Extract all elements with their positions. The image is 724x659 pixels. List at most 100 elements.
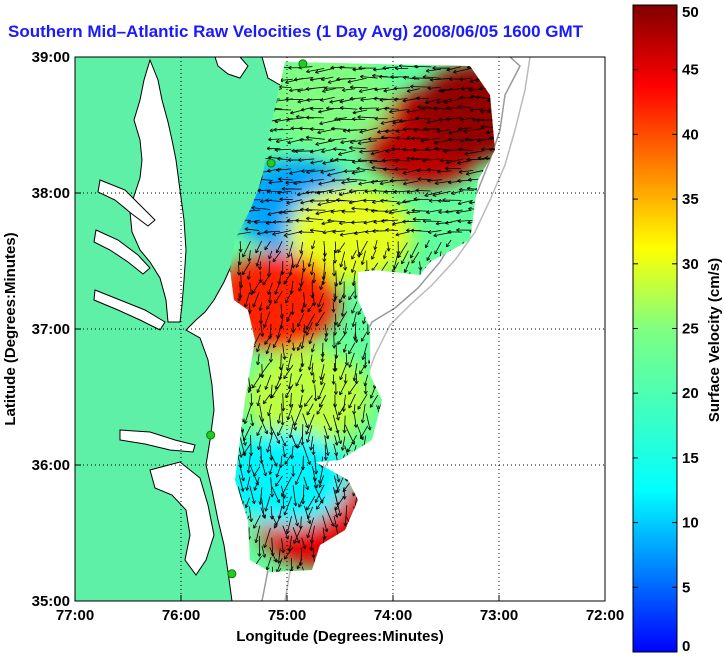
velocity-arrow xyxy=(357,115,376,120)
velocity-arrow xyxy=(436,128,451,134)
velocity-arrow xyxy=(286,117,304,122)
velocity-arrow xyxy=(277,425,283,436)
velocity-arrow xyxy=(283,272,292,285)
velocity-arrow xyxy=(264,374,272,390)
velocity-arrow xyxy=(300,334,305,349)
delaware-bay xyxy=(214,57,249,79)
velocity-arrow xyxy=(353,230,367,236)
velocity-arrow xyxy=(247,384,252,393)
velocity-arrow xyxy=(305,86,326,91)
velocity-arrow xyxy=(285,97,304,102)
velocity-arrow xyxy=(301,537,307,550)
velocity-arrow xyxy=(333,516,339,529)
velocity-arrow xyxy=(249,485,256,505)
velocity-arrow xyxy=(422,158,440,163)
velocity-arrow xyxy=(332,147,347,152)
velocity-arrow xyxy=(466,157,485,162)
velocity-arrow xyxy=(480,124,494,129)
velocity-arrow xyxy=(260,507,266,519)
velocity-arrow xyxy=(457,199,473,206)
velocity-arrow xyxy=(318,180,335,186)
velocity-arrow xyxy=(394,158,410,163)
velocity-arrow xyxy=(395,231,410,237)
colorbar-tick-label: 20 xyxy=(682,385,699,402)
velocity-arrow xyxy=(302,323,307,334)
velocity-arrow xyxy=(406,210,421,215)
velocity-arrow xyxy=(285,180,302,185)
velocity-arrow xyxy=(238,241,243,253)
velocity-arrow xyxy=(309,178,324,183)
velocity-arrow xyxy=(415,116,431,121)
field-region-northeast-corner xyxy=(415,63,495,160)
velocity-arrow xyxy=(295,252,304,268)
velocity-arrow xyxy=(298,495,305,508)
velocity-arrow xyxy=(349,189,368,194)
velocity-arrow xyxy=(426,209,442,215)
velocity-arrow xyxy=(282,209,303,215)
pamlico-sound xyxy=(149,461,215,576)
x-tick-label: 74:00 xyxy=(374,607,412,624)
velocity-arrow xyxy=(305,135,325,140)
hf-radar-station-4 xyxy=(227,569,237,579)
velocity-arrow xyxy=(350,260,357,273)
velocity-arrow xyxy=(281,186,302,191)
velocity-arrow xyxy=(278,177,293,182)
velocity-arrow xyxy=(332,334,337,349)
velocity-arrow xyxy=(445,158,463,165)
velocity-arrow xyxy=(344,353,349,366)
velocity-arrow xyxy=(401,250,409,265)
velocity-arrow xyxy=(445,219,461,225)
river-1 xyxy=(97,179,156,227)
velocity-arrow xyxy=(334,117,347,122)
velocity-arrow xyxy=(425,147,440,152)
velocity-arrow xyxy=(442,148,462,154)
velocity-arrow xyxy=(330,65,345,70)
velocity-arrow xyxy=(317,293,324,308)
velocity-arrow xyxy=(324,86,345,91)
velocity-arrow xyxy=(358,87,377,93)
colorbar-tick-label: 35 xyxy=(682,191,699,208)
velocity-arrow xyxy=(360,74,378,79)
velocity-arrow xyxy=(333,383,338,395)
velocity-arrow xyxy=(358,106,378,111)
velocity-arrow xyxy=(374,116,388,121)
velocity-arrow xyxy=(358,66,376,71)
velocity-arrow xyxy=(388,209,409,215)
velocity-arrow xyxy=(303,505,312,524)
velocity-arrow xyxy=(424,240,430,249)
velocity-arrow xyxy=(333,403,340,421)
velocity-arrow xyxy=(238,475,245,492)
velocity-arrow xyxy=(287,241,294,258)
x-tick-label: 73:00 xyxy=(480,607,518,624)
velocity-arrow xyxy=(291,465,296,477)
velocity-arrow xyxy=(306,517,314,539)
velocity-arrow xyxy=(251,205,271,210)
velocity-arrow xyxy=(255,251,262,267)
velocity-arrow xyxy=(299,241,304,254)
velocity-arrow xyxy=(306,495,316,511)
velocity-arrow xyxy=(340,139,356,145)
velocity-arrow xyxy=(309,262,315,276)
velocity-arrow xyxy=(310,106,324,111)
stations-layer xyxy=(206,59,308,579)
velocity-arrow xyxy=(270,425,281,444)
y-tick-label: 38:00 xyxy=(32,185,70,202)
colorbar-tick-label: 15 xyxy=(682,450,699,467)
velocity-arrow xyxy=(432,190,451,197)
velocity-arrow xyxy=(269,547,278,563)
velocity-arrow xyxy=(412,217,432,222)
velocity-arrow xyxy=(304,395,313,407)
velocity-arrow xyxy=(253,466,261,477)
river-2 xyxy=(93,229,151,275)
velocity-arrow xyxy=(310,362,315,376)
velocity-arrow xyxy=(306,216,323,221)
velocity-arrow xyxy=(298,281,304,292)
velocity-arrow xyxy=(269,506,274,520)
velocity-arrow xyxy=(341,180,357,185)
velocity-arrow xyxy=(424,98,441,105)
velocity-arrow xyxy=(338,293,345,304)
velocity-arrow xyxy=(370,208,387,214)
velocity-arrow xyxy=(437,169,452,174)
velocity-arrow xyxy=(342,415,347,434)
velocity-arrow xyxy=(359,127,378,134)
